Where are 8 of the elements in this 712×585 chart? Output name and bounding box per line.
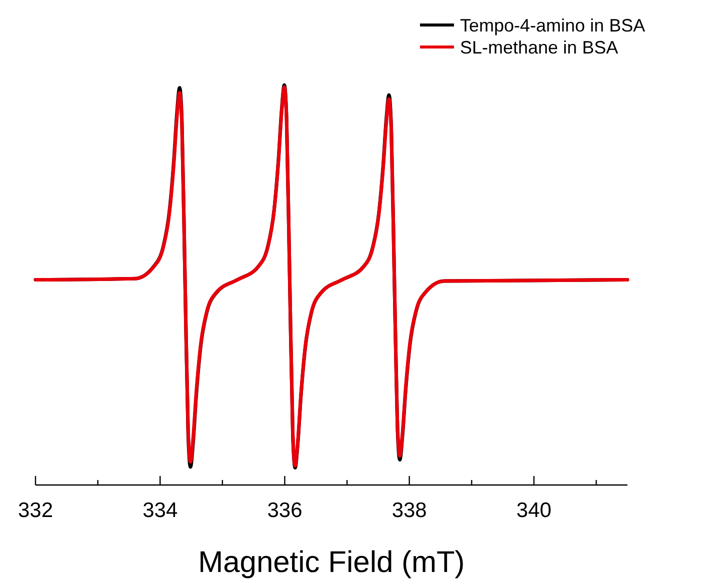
legend-label: Tempo-4-amino in BSA [460,16,646,36]
x-tick-label: 340 [516,499,552,522]
x-tick-label: 332 [18,499,54,522]
x-axis-title: Magnetic Field (mT) [198,546,465,579]
x-tick-label: 334 [142,499,178,522]
x-tick-label: 338 [392,499,427,522]
x-tick-label: 336 [267,499,302,522]
legend-label: SL-methane in BSA [460,38,618,58]
